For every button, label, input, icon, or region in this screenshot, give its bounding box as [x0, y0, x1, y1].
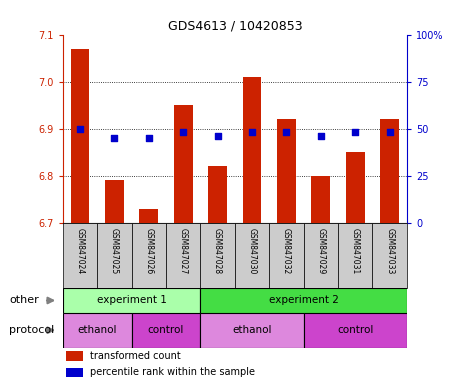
- Bar: [97, 223, 132, 288]
- Bar: [132, 313, 200, 348]
- Bar: [63, 313, 132, 348]
- Text: GSM847026: GSM847026: [144, 228, 153, 274]
- Text: percentile rank within the sample: percentile rank within the sample: [90, 367, 255, 377]
- Text: GSM847024: GSM847024: [75, 228, 85, 274]
- Text: GSM847028: GSM847028: [213, 228, 222, 274]
- Point: [283, 129, 290, 136]
- Bar: [380, 119, 399, 223]
- Bar: [63, 223, 97, 288]
- Point: [76, 126, 84, 132]
- Bar: [304, 223, 338, 288]
- Text: experiment 1: experiment 1: [97, 295, 166, 306]
- Point: [352, 129, 359, 136]
- Bar: [312, 175, 330, 223]
- Bar: [200, 288, 407, 313]
- Point: [179, 129, 187, 136]
- Text: GSM847033: GSM847033: [385, 228, 394, 274]
- Point: [248, 129, 256, 136]
- Bar: [243, 77, 261, 223]
- Bar: [235, 223, 269, 288]
- Bar: [277, 119, 296, 223]
- Point: [145, 135, 153, 141]
- Bar: [66, 351, 83, 361]
- Point: [111, 135, 118, 141]
- Bar: [208, 166, 227, 223]
- Bar: [63, 288, 200, 313]
- Bar: [200, 223, 235, 288]
- Bar: [105, 180, 124, 223]
- Text: ethanol: ethanol: [78, 325, 117, 335]
- Bar: [71, 49, 89, 223]
- Bar: [304, 313, 407, 348]
- Text: protocol: protocol: [9, 325, 54, 335]
- Text: GSM847029: GSM847029: [316, 228, 326, 274]
- Text: GSM847027: GSM847027: [179, 228, 188, 274]
- Bar: [200, 313, 304, 348]
- Bar: [269, 223, 304, 288]
- Text: control: control: [148, 325, 184, 335]
- Text: other: other: [9, 295, 39, 306]
- Point: [386, 129, 393, 136]
- Text: ethanol: ethanol: [232, 325, 272, 335]
- Text: control: control: [337, 325, 373, 335]
- Bar: [140, 209, 158, 223]
- Text: GSM847031: GSM847031: [351, 228, 360, 274]
- Bar: [338, 223, 372, 288]
- Text: transformed count: transformed count: [90, 351, 181, 361]
- Bar: [174, 105, 193, 223]
- Title: GDS4613 / 10420853: GDS4613 / 10420853: [167, 19, 302, 32]
- Bar: [372, 223, 407, 288]
- Point: [317, 133, 325, 139]
- Text: GSM847030: GSM847030: [247, 228, 257, 274]
- Point: [214, 133, 221, 139]
- Text: GSM847032: GSM847032: [282, 228, 291, 274]
- Bar: [166, 223, 200, 288]
- Text: experiment 2: experiment 2: [269, 295, 339, 306]
- Text: GSM847025: GSM847025: [110, 228, 119, 274]
- Bar: [346, 152, 365, 223]
- Bar: [132, 223, 166, 288]
- Bar: [66, 368, 83, 377]
